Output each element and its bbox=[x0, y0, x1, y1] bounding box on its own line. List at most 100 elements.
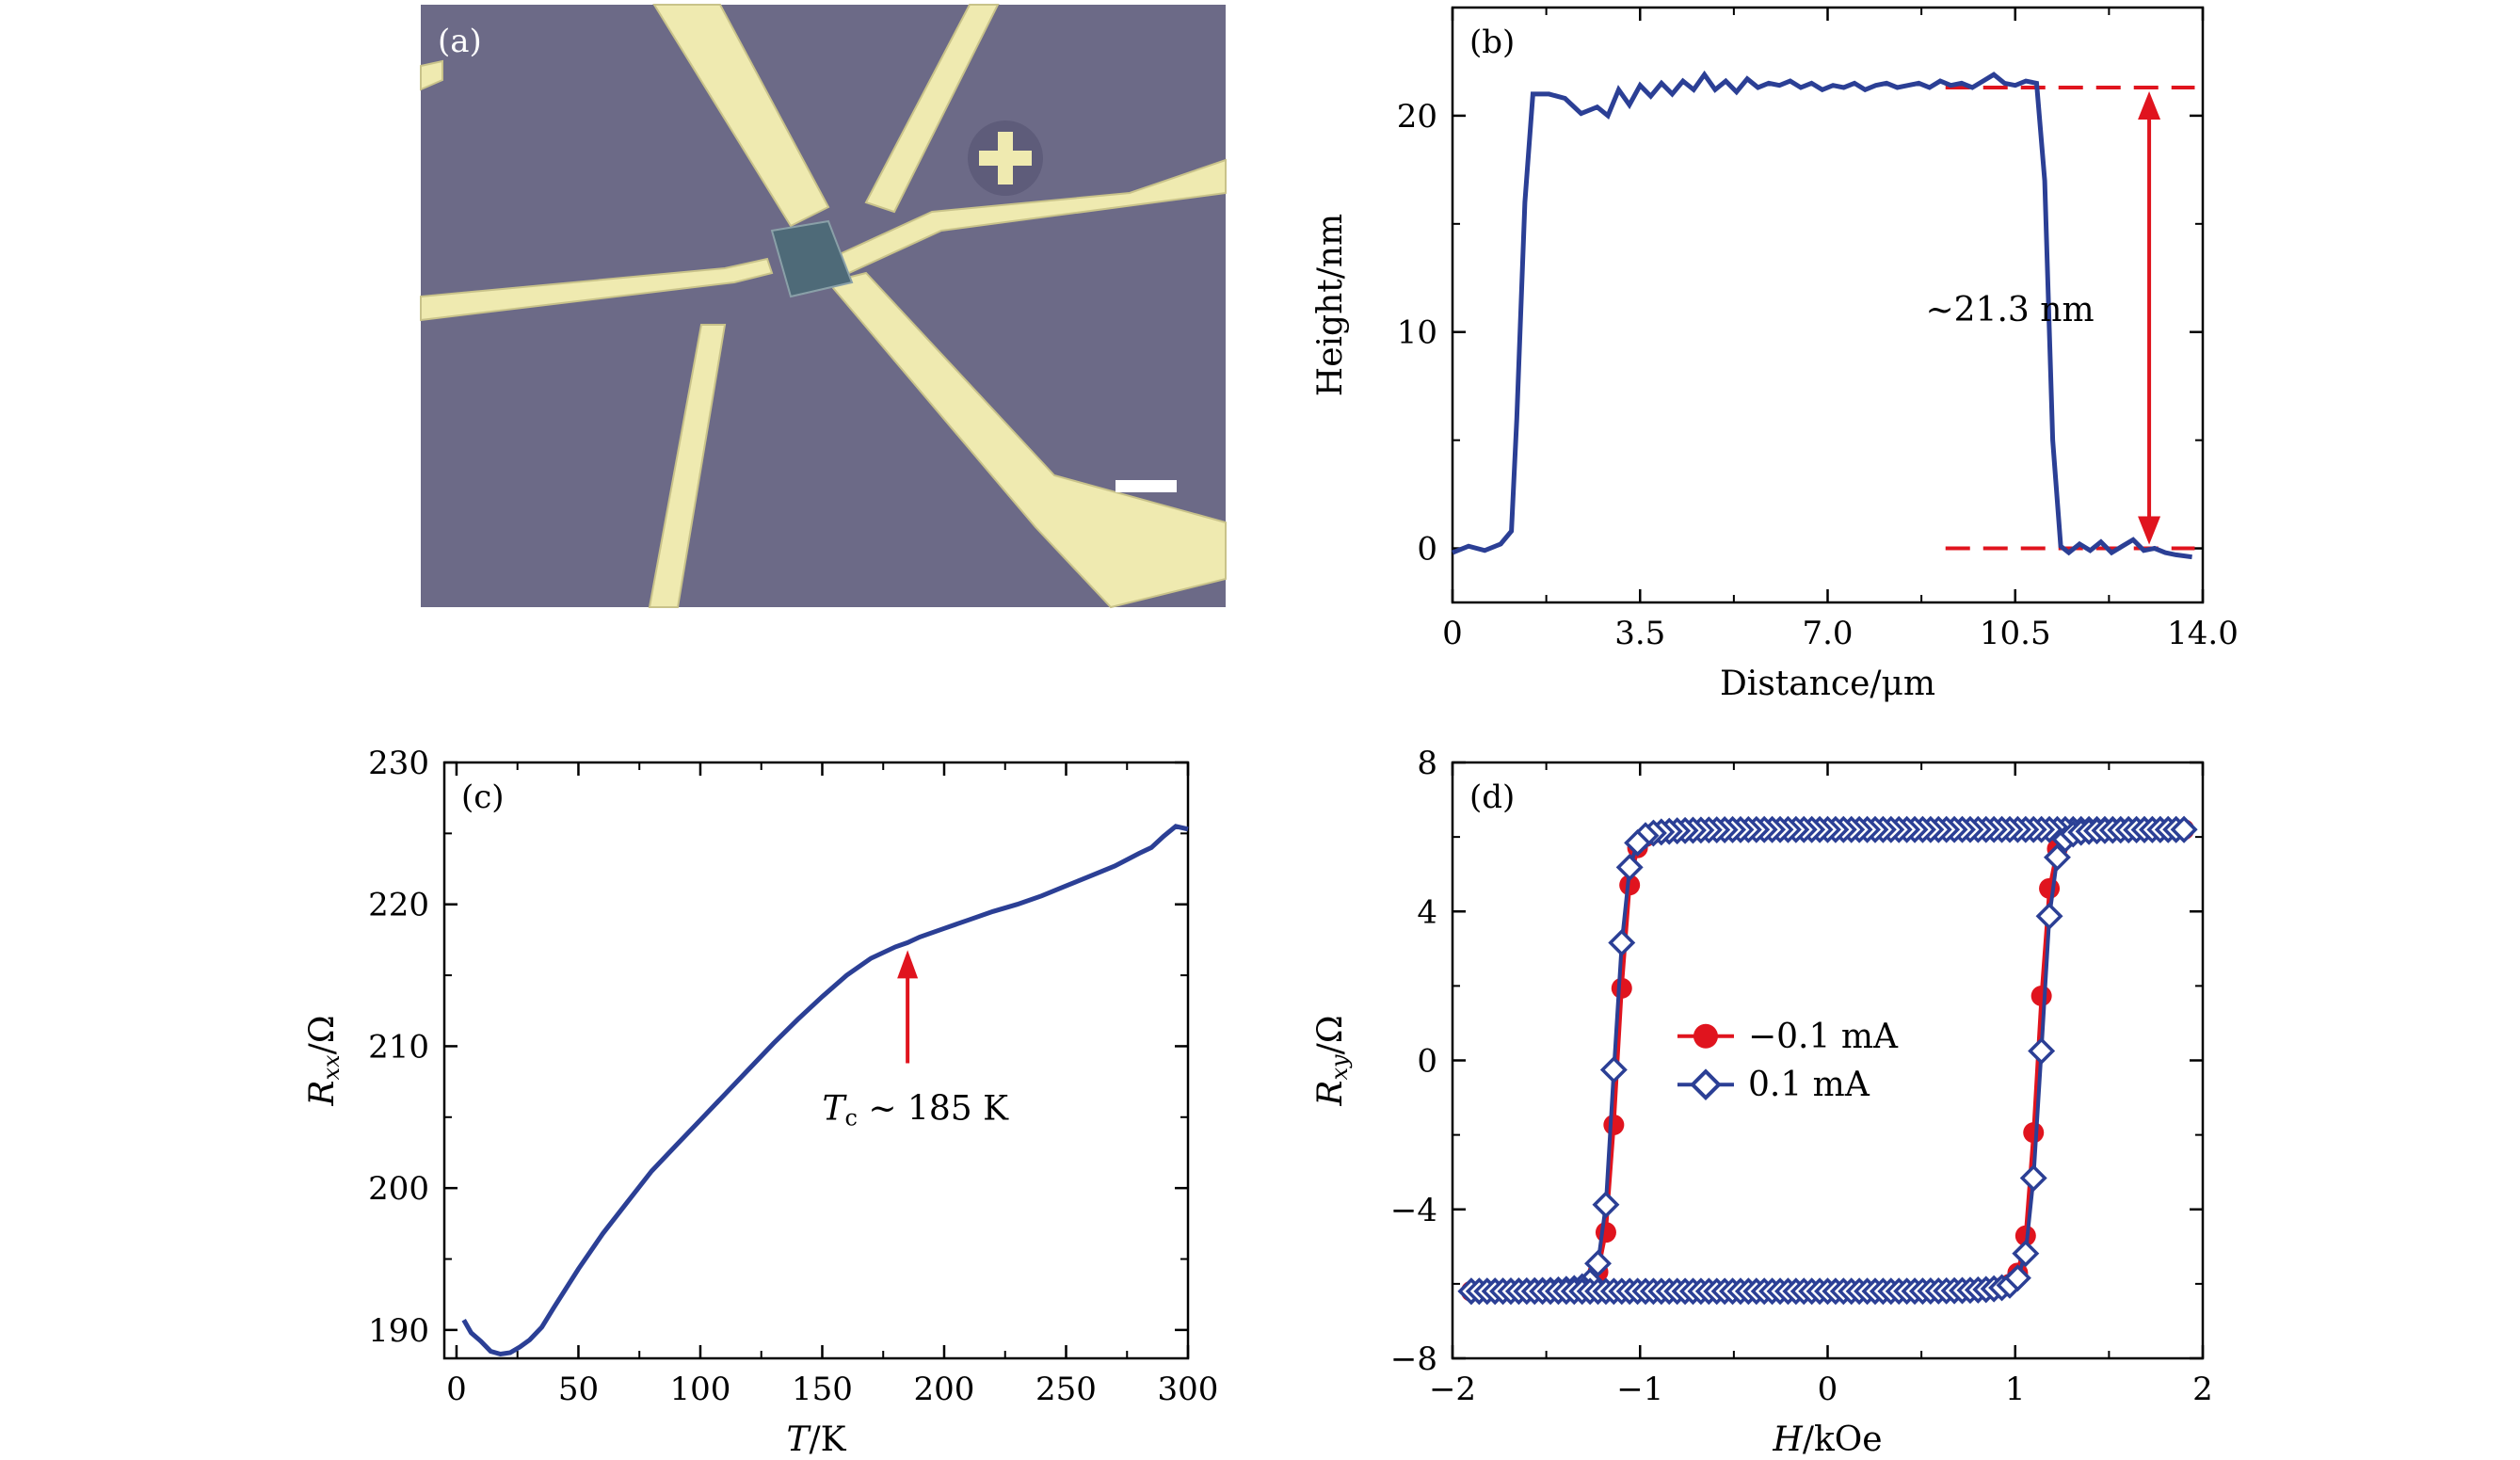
scale-bar bbox=[1116, 480, 1177, 492]
panel-b-x-axis-label: Distance/μm bbox=[1720, 665, 1935, 703]
data-point-diamond bbox=[2170, 815, 2198, 843]
panel-b-y-axis-label: Height/nm bbox=[1311, 214, 1350, 396]
data-point-diamond bbox=[1584, 1249, 1613, 1277]
data-point-circle bbox=[2039, 877, 2061, 899]
panel-c-x-symbol: T bbox=[786, 1420, 811, 1459]
data-point-circle bbox=[1595, 1222, 1616, 1243]
x-tick-label: 10.5 bbox=[1980, 615, 2051, 652]
arrow-head-down bbox=[2138, 516, 2161, 545]
y-tick-label: 220 bbox=[368, 887, 429, 924]
panel-c-frame bbox=[442, 761, 1190, 1360]
hysteresis-line bbox=[1469, 827, 2185, 1293]
panel-d-label: (d) bbox=[1469, 778, 1515, 816]
x-tick-label: 250 bbox=[1035, 1371, 1097, 1408]
y-tick-label: 230 bbox=[368, 745, 429, 782]
x-tick-label: 1 bbox=[2005, 1371, 2026, 1408]
panel-c-ticks: 0 50 100 150 200 250 300 190 200 210 220 230 bbox=[368, 745, 1218, 1408]
height-profile-line bbox=[1452, 70, 2192, 560]
electrode-top-left bbox=[652, 4, 830, 228]
legend-label-neg: −0.1 mA bbox=[1748, 1018, 1899, 1056]
x-tick-label: −1 bbox=[1616, 1371, 1663, 1408]
y-tick-label: 10 bbox=[1397, 314, 1437, 352]
panel-c-label: (c) bbox=[461, 778, 505, 816]
data-point-diamond bbox=[1608, 929, 1636, 956]
x-tick-label: 0 bbox=[1818, 1371, 1838, 1408]
data-point-circle bbox=[1611, 977, 1632, 999]
data-point-circle bbox=[2023, 1122, 2045, 1144]
panel-d-legend: −0.1 mA 0.1 mA bbox=[1677, 1018, 1899, 1104]
x-tick-label: 100 bbox=[670, 1371, 731, 1408]
y-tick-label: 0 bbox=[1417, 1043, 1437, 1081]
panel-c-y-axis-label: Rxx/Ω bbox=[303, 1015, 345, 1106]
hysteresis-line bbox=[1469, 827, 2185, 1293]
panel-d-x-unit: /kOe bbox=[1803, 1420, 1883, 1459]
panel-c-resistance-vs-temperature: 0 50 100 150 200 250 300 190 200 210 220 230 Tc ~ 1… bbox=[303, 745, 1218, 1459]
data-point-diamond bbox=[2035, 902, 2063, 930]
y-tick-label: 20 bbox=[1397, 98, 1437, 136]
panel-d-y-axis-label: Rxy/Ω bbox=[1311, 1015, 1353, 1106]
panel-c-y-unit: /Ω bbox=[303, 1015, 342, 1054]
panel-d-x-symbol: H bbox=[1772, 1420, 1803, 1459]
electrode-left bbox=[420, 257, 774, 322]
alignment-cross-icon bbox=[968, 120, 1043, 196]
x-tick-label: 50 bbox=[558, 1371, 599, 1408]
device-flake bbox=[770, 219, 854, 298]
x-tick-label: −2 bbox=[1429, 1371, 1476, 1408]
panel-d-frame bbox=[1451, 761, 2205, 1360]
x-tick-label: 0 bbox=[446, 1371, 467, 1408]
tc-value: ~ 185 K bbox=[858, 1090, 1009, 1129]
electrode-small-left bbox=[420, 59, 443, 91]
x-tick-label: 7.0 bbox=[1802, 615, 1853, 652]
thickness-annotation: ~21.3 nm bbox=[1926, 291, 2095, 329]
data-point-diamond bbox=[1615, 853, 1644, 881]
data-point-diamond bbox=[2012, 1240, 2040, 1268]
panel-d-ticks: −2 −1 0 1 2 −8 −4 0 4 8 bbox=[1390, 745, 2213, 1408]
y-tick-label: 200 bbox=[368, 1170, 429, 1208]
panel-c-x-axis-label: T/K bbox=[786, 1420, 846, 1459]
data-point-circle bbox=[1603, 1114, 1625, 1135]
arrow-head-up bbox=[2138, 91, 2161, 120]
tc-arrow-head bbox=[897, 950, 919, 979]
panel-a-micrograph: (a) bbox=[420, 4, 1227, 609]
y-tick-label: −8 bbox=[1390, 1340, 1437, 1378]
tc-subscript: c bbox=[844, 1105, 857, 1131]
data-point-diamond bbox=[2028, 1037, 2056, 1065]
data-point-diamond bbox=[2019, 1164, 2047, 1192]
legend-marker-circle bbox=[1693, 1023, 1718, 1049]
panel-d-y-unit: /Ω bbox=[1311, 1015, 1350, 1054]
x-tick-label: 14.0 bbox=[2167, 615, 2239, 652]
data-point-diamond bbox=[1624, 828, 1652, 857]
tc-arrow bbox=[897, 950, 919, 1064]
electrode-pads bbox=[420, 4, 1227, 609]
panel-a-label: (a) bbox=[438, 23, 482, 60]
panel-b-ticks: 0 3.5 7.0 10.5 14.0 0 10 20 bbox=[1397, 8, 2239, 652]
panel-b-label: (b) bbox=[1469, 24, 1515, 61]
y-tick-label: 4 bbox=[1417, 893, 1437, 931]
data-point-diamond bbox=[2043, 843, 2071, 872]
panel-d-x-axis-label: H/kOe bbox=[1772, 1420, 1882, 1459]
rxx-curve bbox=[461, 824, 1189, 1357]
x-tick-label: 3.5 bbox=[1614, 615, 1665, 652]
data-point-diamond bbox=[1592, 1191, 1620, 1219]
panel-d-y-symbol: R bbox=[1311, 1080, 1350, 1106]
x-tick-label: 300 bbox=[1158, 1371, 1219, 1408]
x-tick-label: 150 bbox=[792, 1371, 853, 1408]
x-tick-label: 0 bbox=[1442, 615, 1463, 652]
legend-marker-diamond bbox=[1690, 1068, 1722, 1101]
tc-symbol: T bbox=[822, 1090, 847, 1129]
panel-c-y-subscript: xx bbox=[318, 1054, 345, 1081]
panel-c-y-symbol: R bbox=[303, 1080, 342, 1106]
y-tick-label: 0 bbox=[1417, 531, 1437, 569]
data-point-diamond bbox=[1599, 1056, 1628, 1083]
data-point-circle bbox=[2030, 986, 2052, 1007]
data-point-diamond bbox=[2003, 1264, 2031, 1292]
electrode-top-right bbox=[864, 4, 1000, 214]
y-tick-label: 190 bbox=[368, 1312, 429, 1350]
electrode-bottom-right bbox=[827, 271, 1227, 609]
x-tick-label: 2 bbox=[2192, 1371, 2213, 1408]
electrode-bottom-left bbox=[648, 324, 727, 608]
tc-annotation: Tc ~ 185 K bbox=[822, 1090, 1009, 1131]
height-double-arrow bbox=[2138, 91, 2161, 545]
